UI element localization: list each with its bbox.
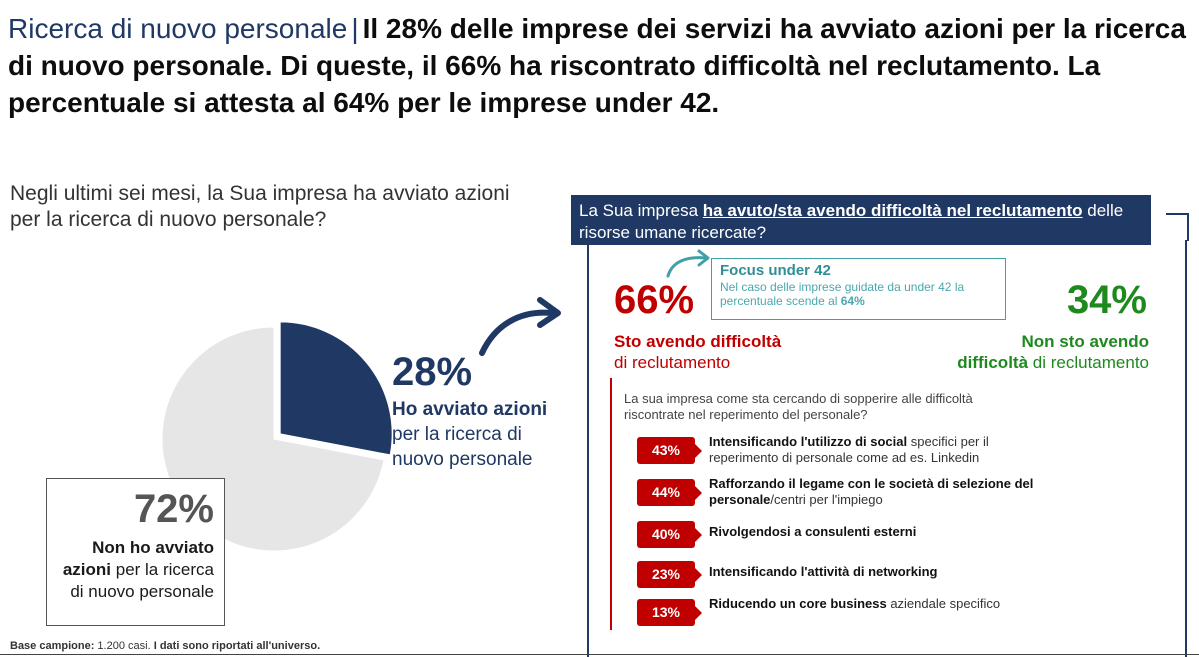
pct-no-label: 72% (133, 487, 214, 531)
list-item: 40% Rivolgendosi a consulenti esterni (637, 518, 1057, 552)
no-callout-box: 72% Non ho avviato azioni per la ricerca… (46, 478, 225, 626)
footnote-label: Base campione: (10, 640, 95, 652)
item-bold: Rafforzando il legame con le società di … (709, 476, 1034, 507)
focus-body: Nel caso delle imprese guidate da under … (720, 280, 965, 308)
pct-tag: 44% (637, 479, 702, 506)
item-bold: Intensificando l'utilizzo di social (709, 434, 908, 449)
item-text: Rafforzando il legame con le società di … (709, 476, 1049, 508)
difficulty-no-bold: Non sto avendo difficoltà (957, 332, 1149, 372)
item-rest: specifici per il reperimento di personal… (709, 434, 989, 465)
yes-label-bold: Ho avviato azioni (392, 399, 548, 420)
item-bold: Intensificando l'attività di networking (709, 564, 938, 579)
list-item: 43% Intensificando l'utilizzo di social … (637, 434, 1057, 468)
pct-tag: 43% (637, 437, 702, 464)
item-rest: /centri per l'impiego (770, 492, 883, 507)
rq-post: delle risorse umane ricercate? (579, 201, 1124, 242)
item-text: Rivolgendosi a consulenti esterni (709, 524, 1049, 540)
difficulty-yes-rest: di reclutamento (614, 353, 731, 372)
right-panel-frame (587, 240, 1187, 657)
focus-arrow-icon (666, 249, 710, 278)
difficulty-yes-bold: Sto avendo difficoltà (614, 332, 782, 351)
left-question: Negli ultimi sei mesi, la Sua impresa ha… (10, 182, 510, 231)
pct-yes-label: 28% (392, 350, 473, 394)
difficulty-no-label: Non sto avendo difficoltà di reclutament… (949, 331, 1149, 373)
pct-tag: 40% (637, 521, 702, 548)
no-label-bold: Non ho avviato azioni (62, 538, 214, 579)
footnote-note: I dati sono riportati all'universo. (153, 640, 321, 652)
sub-section-bar (610, 378, 612, 630)
item-text: Intensificando l'utilizzo di social spec… (709, 434, 1049, 466)
page-title: Ricerca di nuovo personale | Il 28% delle … (8, 10, 1193, 121)
focus-text: Nel caso delle imprese guidate da under … (720, 280, 997, 308)
difficulty-no-rest: di reclutamento (1028, 353, 1149, 372)
item-bold: Rivolgendosi a consulenti esterni (709, 524, 917, 539)
list-item: 13% Riducendo un core business aziendale… (637, 596, 1057, 630)
rq-pre: La Sua impresa (579, 201, 703, 220)
pct-tag: 23% (637, 561, 702, 588)
pct-difficulty-no: 34% (1066, 278, 1147, 322)
item-text: Riducendo un core business aziendale spe… (709, 596, 1049, 612)
focus-box: Focus under 42 Nel caso delle imprese gu… (711, 258, 1006, 320)
list-item: 23% Intensificando l'attività di network… (637, 558, 1057, 592)
sub-question: La sua impresa come sta cercando di sopp… (624, 391, 973, 422)
item-bold: Riducendo un core business (709, 596, 887, 611)
bottom-divider (0, 654, 1199, 655)
title-lead: Ricerca di nuovo personale (8, 13, 348, 44)
item-rest: aziendale specifico (886, 596, 1001, 611)
no-label: Non ho avviato azioni per la ricerca di … (49, 537, 214, 603)
no-label-rest: per la ricerca di nuovo personale (70, 560, 214, 601)
title-separator: | (351, 13, 359, 44)
item-text: Intensificando l'attività di networking (709, 564, 1049, 580)
pct-tag: 13% (637, 599, 702, 626)
difficulty-yes-label: Sto avendo difficoltà di reclutamento (614, 331, 834, 373)
curved-arrow-icon (479, 297, 561, 356)
list-item: 44% Rafforzando il legame con le società… (637, 476, 1057, 510)
footnote-sample: 1.200 casi. (94, 640, 154, 652)
yes-label-rest: per la ricerca di nuovo personale (392, 424, 533, 470)
focus-value: 64% (840, 294, 865, 308)
right-question-box: La Sua impresa ha avuto/sta avendo diffi… (571, 195, 1151, 245)
title-text: Il 28% delle imprese dei servizi ha avvi… (8, 13, 1186, 118)
pct-difficulty-yes: 66% (614, 278, 695, 322)
right-panel-corner (1166, 213, 1189, 241)
focus-title: Focus under 42 (720, 262, 831, 279)
pie-slice-yes (279, 321, 393, 456)
rq-underline: ha avuto/sta avendo difficoltà nel reclu… (702, 201, 1083, 220)
footnote: Base campione: 1.200 casi. I dati sono r… (10, 640, 320, 652)
yes-label: Ho avviato azioni per la ricerca di nuov… (392, 397, 552, 472)
